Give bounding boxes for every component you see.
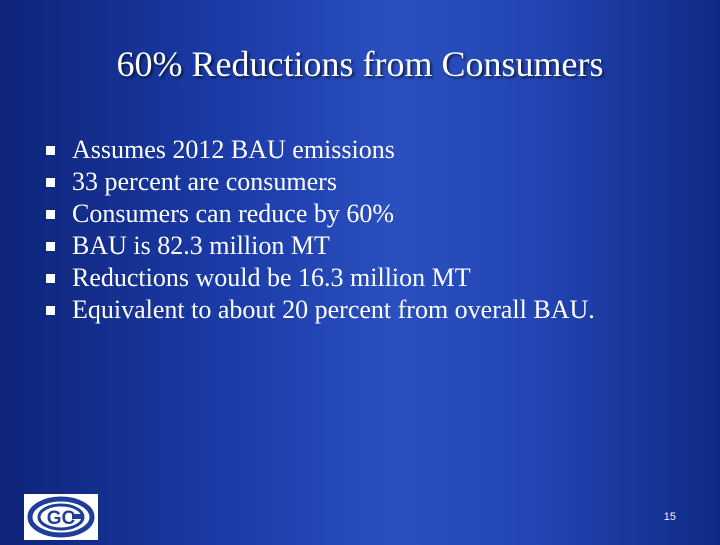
bullet-text: Reductions would be 16.3 million MT (72, 263, 471, 292)
bullet-item: 33 percent are consumers (44, 166, 684, 197)
bullet-item: Assumes 2012 BAU emissions (44, 134, 684, 165)
logo-text: GC (47, 508, 76, 529)
bullet-list: Assumes 2012 BAU emissions 33 percent ar… (44, 134, 684, 326)
bullet-text: Consumers can reduce by 60% (72, 199, 395, 228)
square-bullet-icon (46, 178, 55, 187)
square-bullet-icon (46, 210, 55, 219)
bullet-text: 33 percent are consumers (72, 167, 337, 196)
square-bullet-icon (46, 306, 55, 315)
page-number: 15 (663, 511, 676, 523)
bullet-text: Equivalent to about 20 percent from over… (72, 295, 595, 324)
gc-logo-icon: GC (24, 494, 98, 540)
square-bullet-icon (46, 242, 55, 251)
square-bullet-icon (46, 274, 55, 283)
bullet-item: Reductions would be 16.3 million MT (44, 262, 684, 293)
bullet-item: BAU is 82.3 million MT (44, 230, 684, 261)
slide-title: 60% Reductions from Consumers (116, 44, 604, 84)
square-bullet-icon (46, 146, 55, 155)
bullet-text: Assumes 2012 BAU emissions (72, 135, 395, 164)
bullet-text: BAU is 82.3 million MT (72, 231, 330, 260)
bullet-item: Consumers can reduce by 60% (44, 198, 684, 229)
bullet-item: Equivalent to about 20 percent from over… (44, 294, 684, 325)
